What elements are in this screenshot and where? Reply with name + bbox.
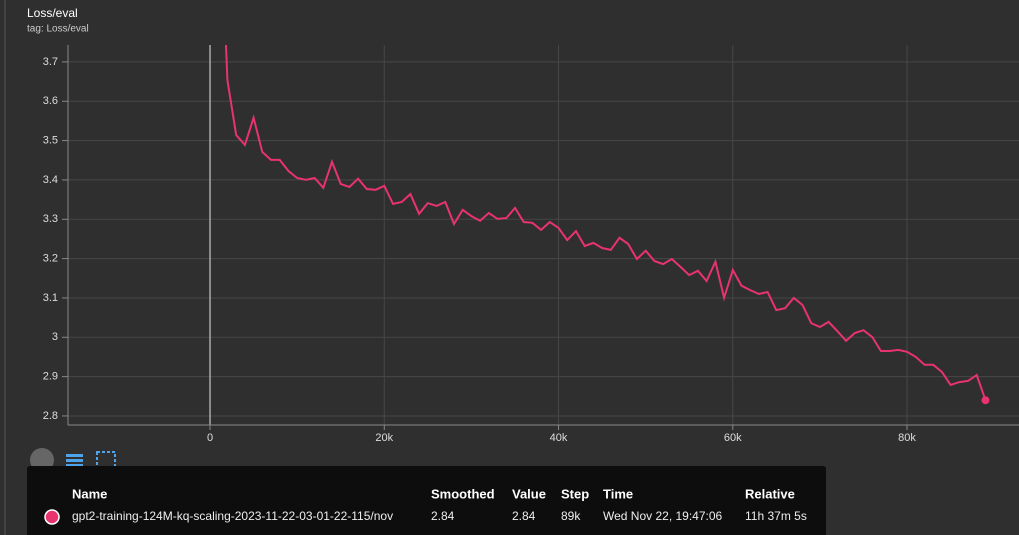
y-tick-label: 3.2 <box>43 253 58 265</box>
y-tick-label: 3 <box>52 331 58 343</box>
table-header: Value <box>512 486 546 501</box>
y-tick-label: 3.7 <box>43 56 58 68</box>
chart-title: Loss/eval <box>27 6 78 20</box>
x-tick-label: 80k <box>898 432 916 444</box>
list-icon[interactable] <box>66 454 83 467</box>
x-tick-label: 0 <box>207 432 213 444</box>
y-tick-label: 3.4 <box>43 174 58 186</box>
x-tick-label: 60k <box>724 432 742 444</box>
x-tick-label: 40k <box>550 432 568 444</box>
y-tick-label: 3.5 <box>43 134 58 146</box>
table-header: Step <box>561 486 589 501</box>
table-cell: 2.84 <box>431 509 455 523</box>
legend-table <box>27 466 826 535</box>
table-header: Name <box>72 486 107 501</box>
end-point <box>981 396 990 405</box>
table-header: Relative <box>745 486 795 501</box>
y-tick-label: 2.9 <box>43 371 58 383</box>
x-tick-label: 20k <box>375 432 393 444</box>
table-cell: Wed Nov 22, 19:47:06 <box>603 509 723 523</box>
y-tick-label: 2.8 <box>43 410 58 422</box>
series-swatch <box>44 509 60 525</box>
chart-subtitle: tag: Loss/eval <box>27 24 89 35</box>
y-tick-label: 3.6 <box>43 95 58 107</box>
table-cell: 89k <box>561 509 581 523</box>
y-tick-label: 3.3 <box>43 213 58 225</box>
table-header: Time <box>603 486 633 501</box>
table-cell: 11h 37m 5s <box>745 509 807 523</box>
y-tick-label: 3.1 <box>43 292 58 304</box>
table-cell: 2.84 <box>512 509 536 523</box>
series-line <box>224 45 987 401</box>
run-name: gpt2-training-124M-kq-scaling-2023-11-22… <box>72 509 393 523</box>
table-header: Smoothed <box>431 486 495 501</box>
